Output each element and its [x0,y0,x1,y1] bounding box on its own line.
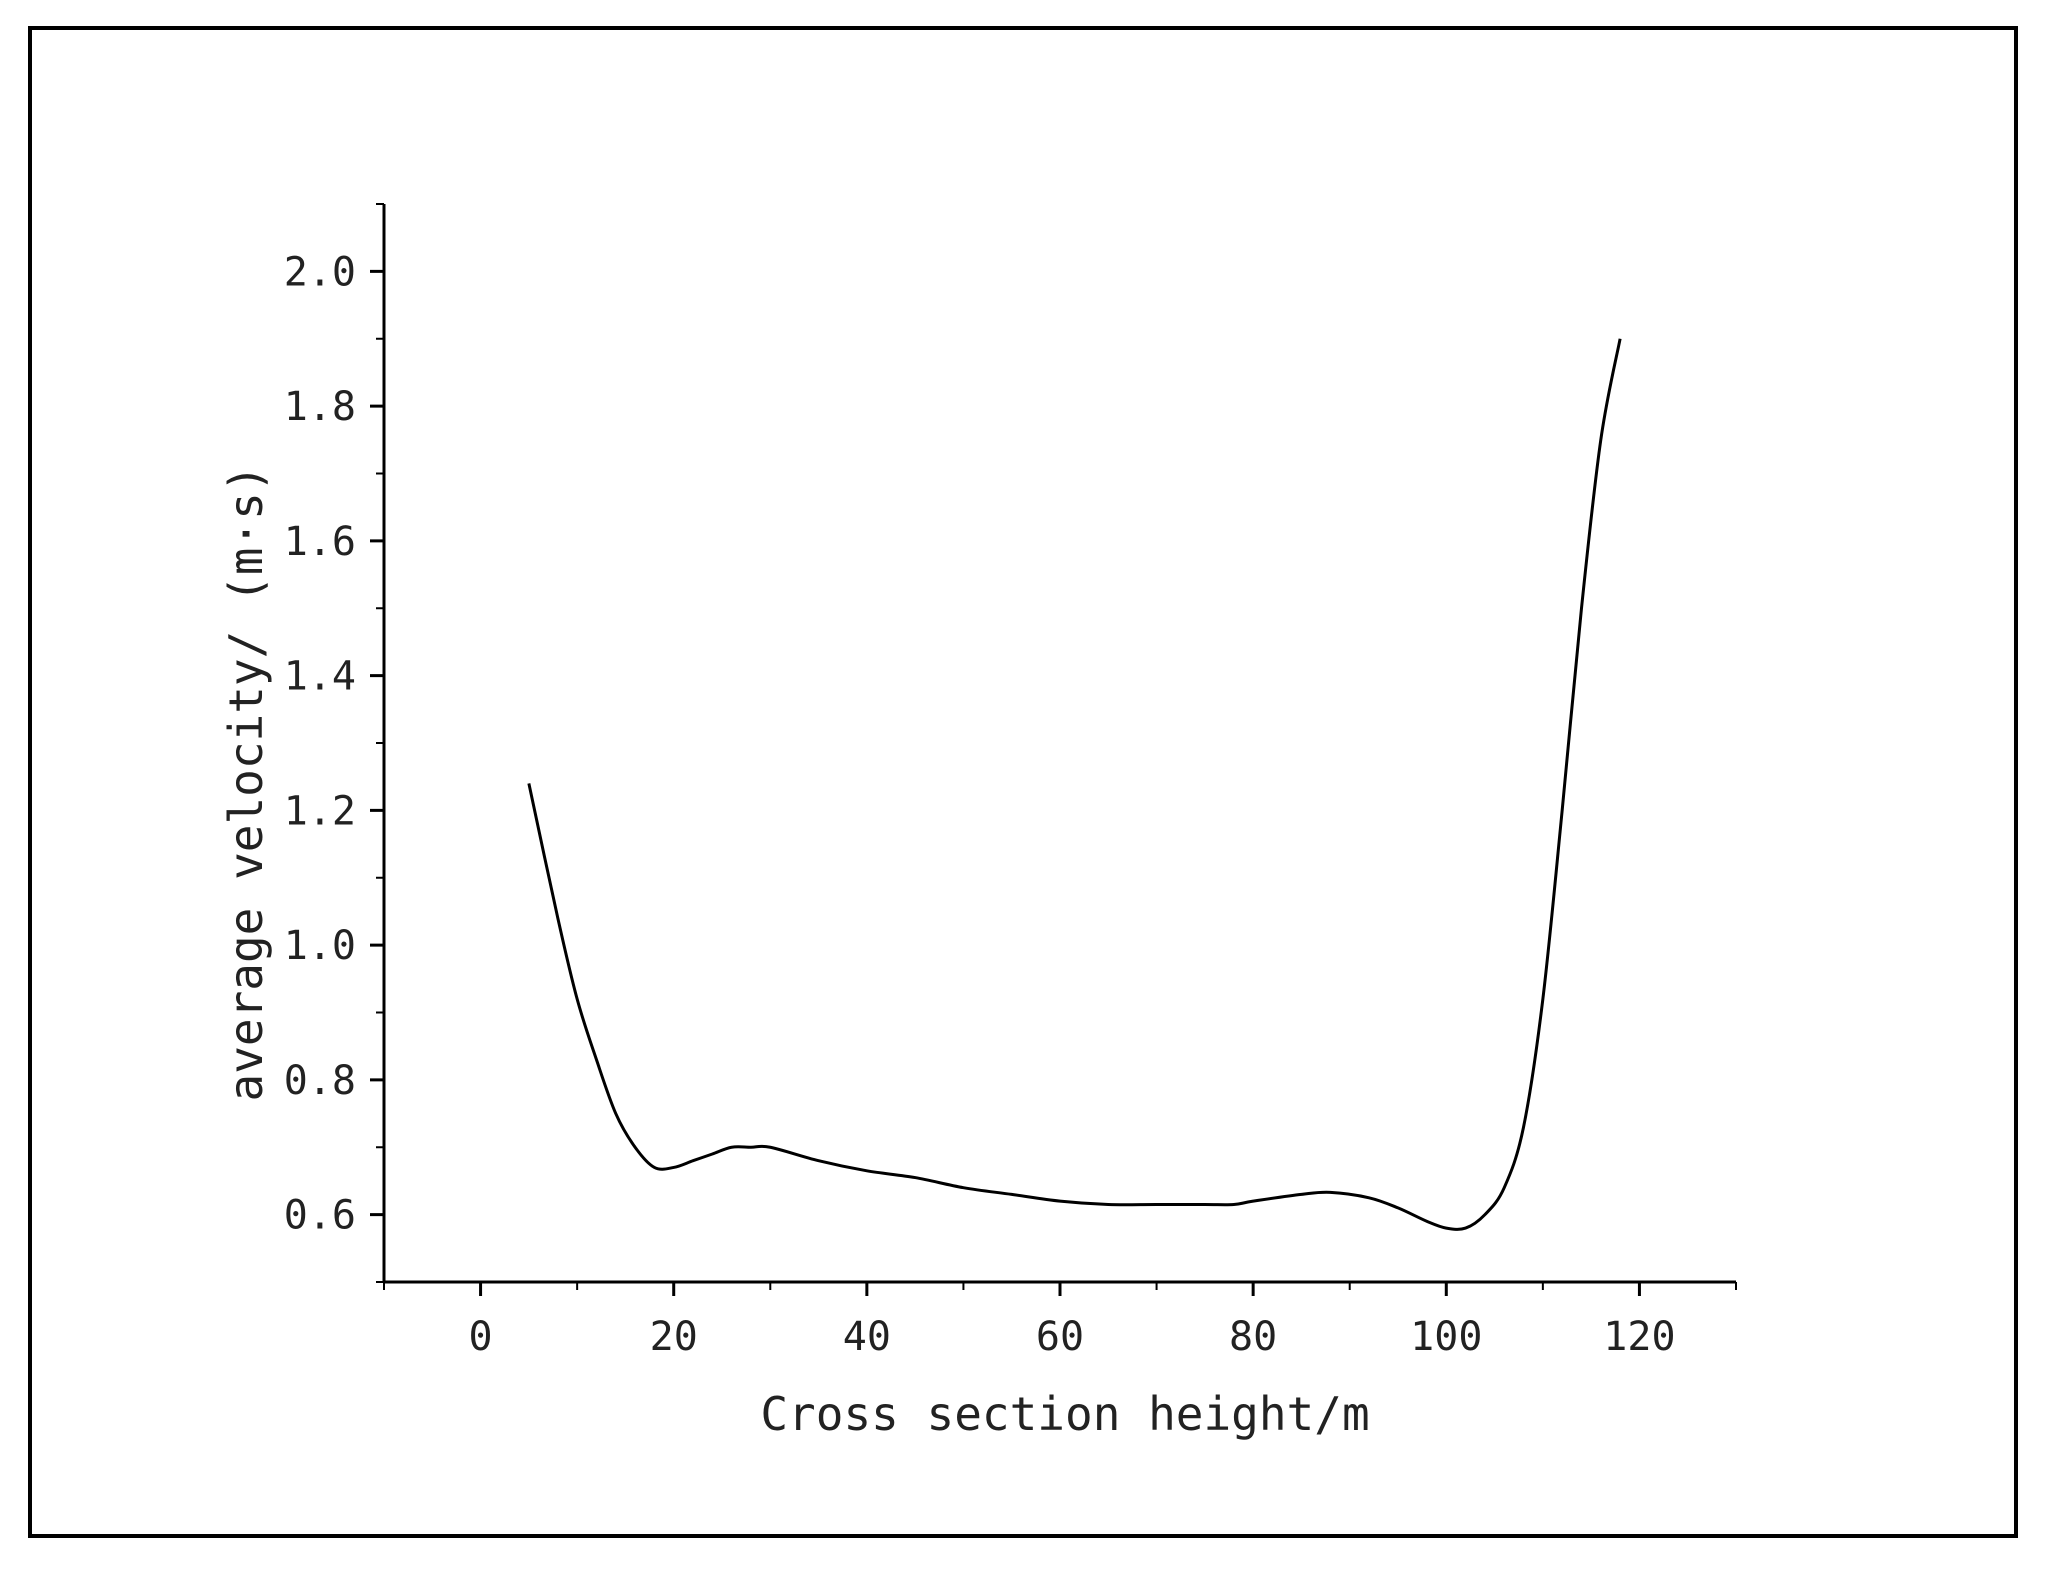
data-series [527,338,1622,1231]
x-tick-label-0: 0 [469,1314,493,1360]
y-tick-label-2: 2.0 [284,249,356,295]
series-line-0 [527,338,1622,1231]
y-tick-label-1.8: 1.8 [284,384,356,430]
y-tick-label-0.8: 0.8 [284,1058,356,1104]
x-tick-label-100: 100 [1410,1314,1482,1360]
axes [382,204,1736,1284]
x-tick-label-120: 120 [1603,1314,1675,1360]
tick-marks [370,203,1737,1296]
y-tick-label-1.4: 1.4 [284,654,356,700]
x-axis-title: Cross section height/m [760,1387,1369,1441]
x-tick-label-60: 60 [1036,1314,1084,1360]
figure-frame [28,26,2018,1538]
y-tick-label-0.6: 0.6 [284,1193,356,1239]
x-tick-label-40: 40 [843,1314,891,1360]
y-axis-title: average velocity/ (m·s) [219,465,273,1102]
y-tick-label-1: 1.0 [284,923,356,969]
y-tick-label-1.2: 1.2 [284,788,356,834]
y-tick-label-1.6: 1.6 [284,519,356,565]
x-tick-label-80: 80 [1229,1314,1277,1360]
tick-labels: 0 20 40 60 80 100 120 0.6 0.8 1.0 1.2 1.4 1.6 1.8 2.0 [284,249,1676,1360]
x-tick-label-20: 20 [650,1314,698,1360]
